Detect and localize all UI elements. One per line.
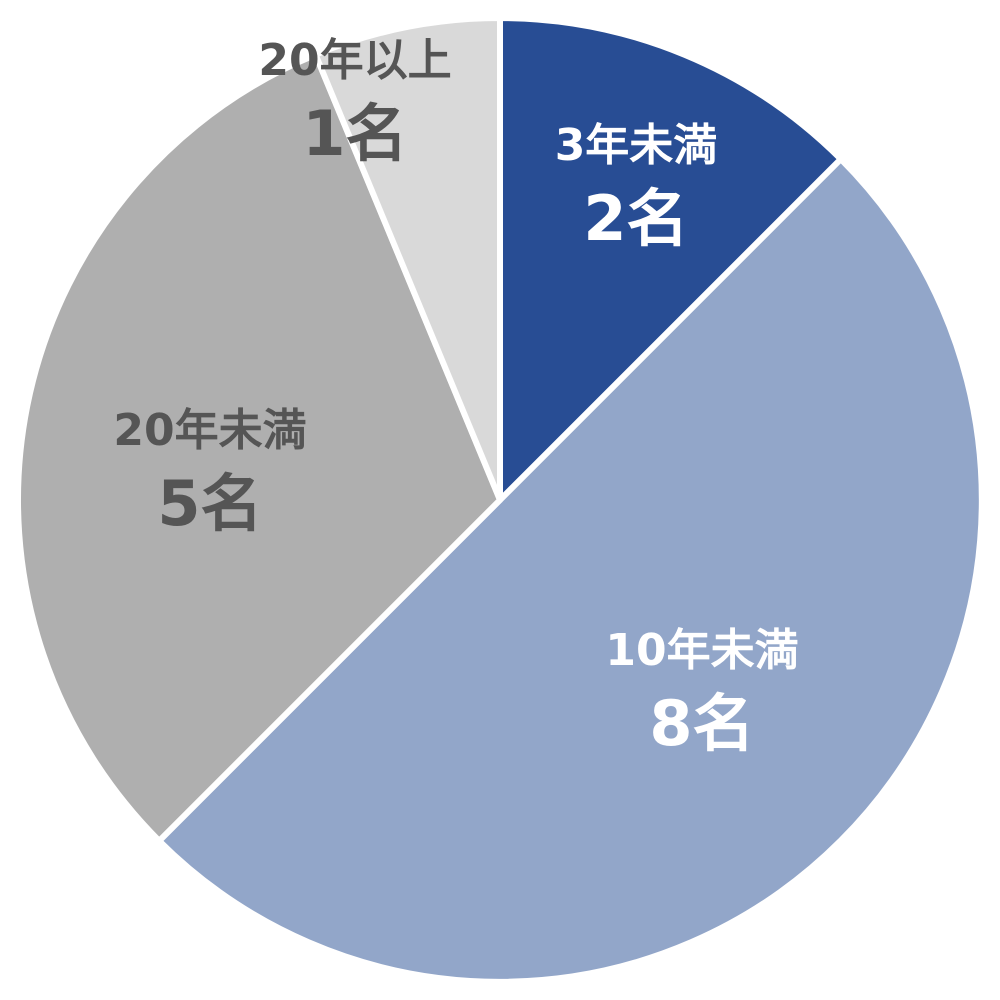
slice-label-under-3y: 3年未満 <box>555 120 718 171</box>
slice-label-under-20y: 20年未満 <box>113 405 306 456</box>
slice-value-over-20y: 1名 <box>302 97 407 170</box>
pie-slices <box>15 15 985 985</box>
pie-slice-over-20y <box>312 15 503 503</box>
slice-value-under-3y: 2名 <box>583 182 688 255</box>
pie-slice-under-3y <box>497 15 844 503</box>
slice-label-over-20y: 20年以上 <box>258 35 451 86</box>
slice-value-under-20y: 5名 <box>157 467 262 540</box>
slice-value-under-10y: 8名 <box>649 687 754 760</box>
pie-slice-under-20y <box>15 51 503 844</box>
slice-label-under-10y: 10年未満 <box>605 625 798 676</box>
pie-labels: 3年未満 2名 10年未満 8名 20年未満 5名 20年以上 1名 <box>113 35 798 760</box>
pie-slice-under-10y <box>156 156 985 985</box>
